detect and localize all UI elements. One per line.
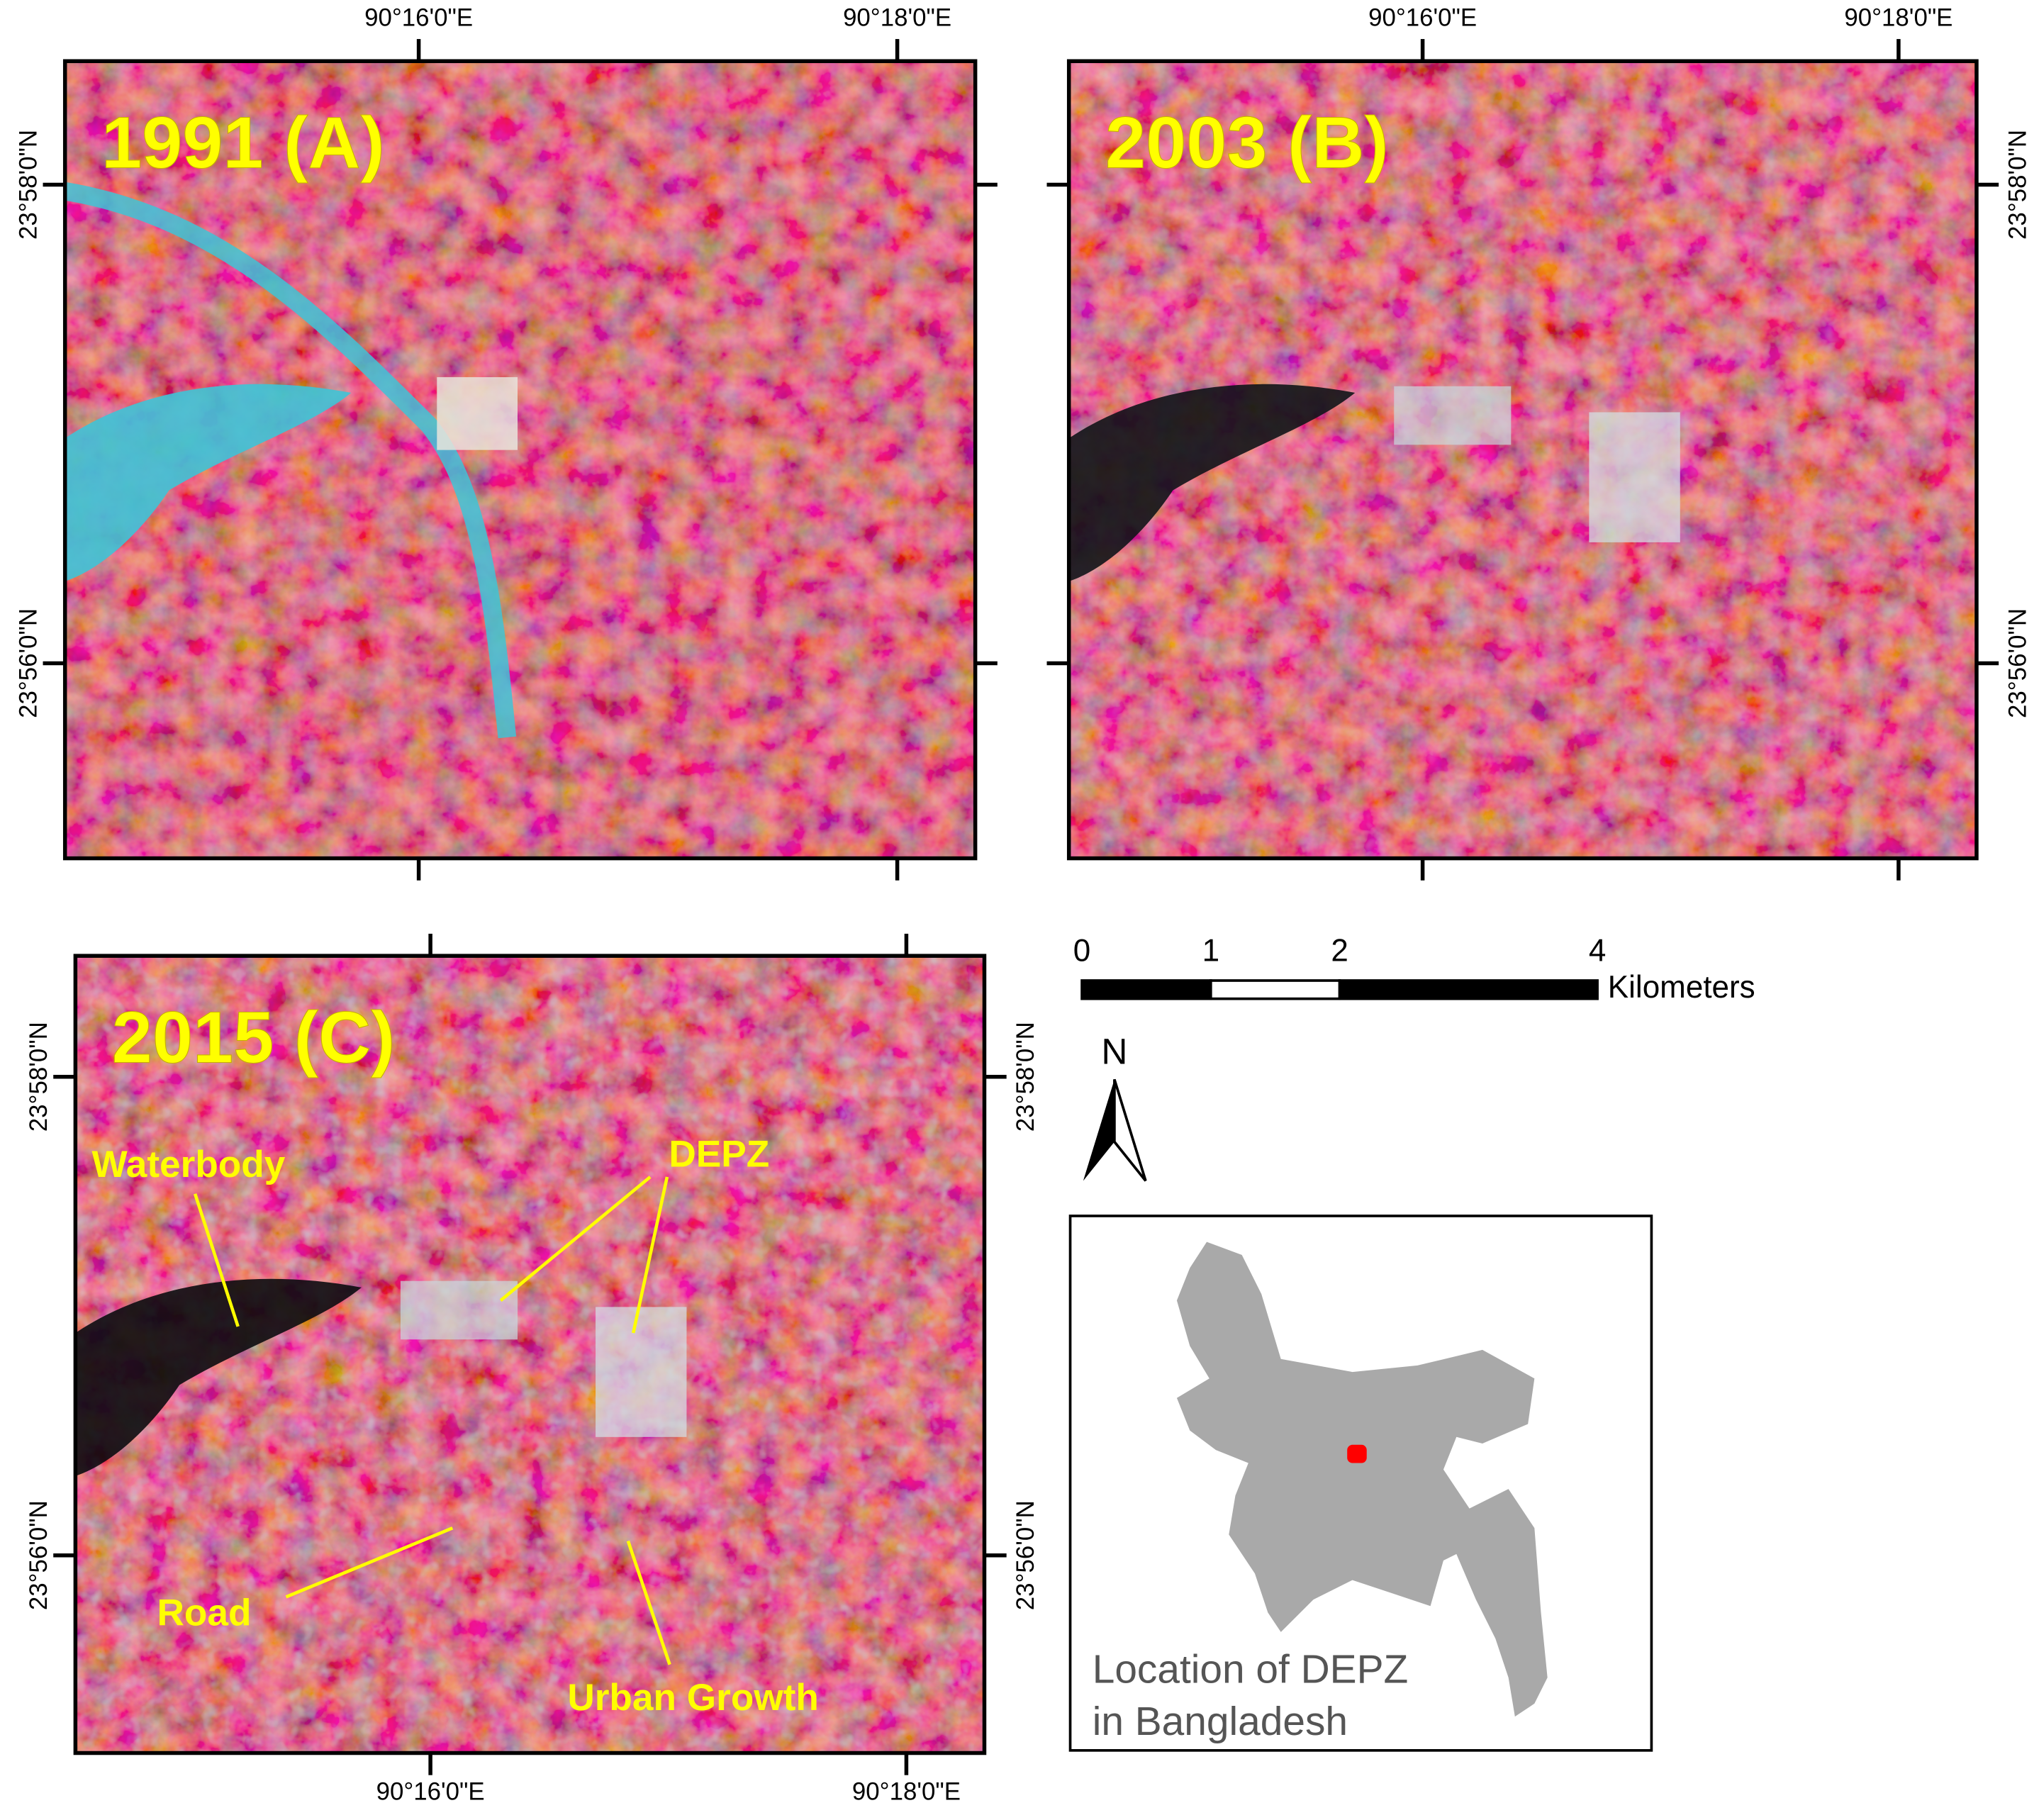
- depz-zone: [1394, 386, 1512, 445]
- map-panel: 90°16'0"E 90°18'0"E 23°58'0"N 23°56'0"N 2003…: [1046, 4, 2032, 881]
- scale-segment: [1338, 979, 1599, 1000]
- latitude-label: 23°56'0"N: [25, 1500, 52, 1610]
- satellite-image: [75, 956, 985, 1753]
- annotation-leader: [626, 1540, 671, 1665]
- depz-zone: [400, 1280, 518, 1340]
- scale-tick-label: 4: [1589, 933, 1606, 968]
- bangladesh-outline: [1176, 1241, 1548, 1717]
- satellite-image: [65, 61, 976, 859]
- panel-title: 2015 (C): [112, 997, 396, 1078]
- scale-tick-label: 1: [1202, 933, 1219, 968]
- inset-caption: Location of DEPZ: [1093, 1647, 1409, 1692]
- panel-frame: [62, 59, 978, 861]
- latitude-label: 23°58'0"N: [25, 1022, 52, 1132]
- north-label: N: [1101, 1031, 1127, 1071]
- river: [65, 182, 517, 739]
- panel-frame: [1066, 59, 1979, 861]
- annotation-label: Road: [157, 1592, 251, 1634]
- scale-tick-label: 2: [1331, 933, 1348, 968]
- panel-title: 1991 (A): [101, 102, 385, 184]
- scale-unit: Kilometers: [1608, 970, 1755, 1005]
- latitude-label: 23°56'0"N: [2004, 608, 2032, 718]
- bright-area: [437, 376, 518, 450]
- depz-zone: [596, 1307, 687, 1437]
- latitude-label: 23°58'0"N: [14, 130, 42, 240]
- annotation-label: Urban Growth: [567, 1677, 819, 1719]
- scale-segment: [1080, 979, 1212, 1000]
- satellite-image: [1068, 61, 1977, 859]
- longitude-label: 90°16'0"E: [1368, 4, 1477, 32]
- longitude-label: 90°16'0"E: [376, 1778, 485, 1806]
- waterbody: [65, 384, 352, 581]
- north-arrow-right: [1113, 1078, 1147, 1182]
- scale-segment: [1209, 979, 1341, 1000]
- annotation-leader: [193, 1193, 240, 1327]
- waterbody: [75, 1278, 362, 1476]
- map-panel: 90°16'0"E 90°18'0"E 23°58'0"N 23°56'0"N 1991…: [14, 4, 998, 881]
- waterbody: [1068, 384, 1356, 581]
- longitude-label: 90°18'0"E: [843, 4, 951, 32]
- scale-tick-label: 0: [1073, 933, 1090, 968]
- north-arrow-left: [1083, 1079, 1115, 1181]
- inset-caption: in Bangladesh: [1093, 1699, 1348, 1744]
- latitude-label: 23°58'0"N: [2004, 130, 2032, 240]
- depz-location: [1347, 1444, 1367, 1463]
- panel-title: 2003 (B): [1105, 102, 1389, 184]
- longitude-label: 90°16'0"E: [364, 4, 473, 32]
- longitude-label: 90°18'0"E: [852, 1778, 961, 1806]
- map-panel: 90°16'0"E 90°18'0"E 23°58'0"N 23°58'0"N 23°5…: [25, 933, 1039, 1806]
- longitude-label: 90°18'0"E: [1844, 4, 1953, 32]
- latitude-label: 23°56'0"N: [1012, 1500, 1039, 1610]
- annotation-leader: [499, 1176, 652, 1302]
- depz-zone: [1589, 412, 1680, 542]
- latitude-label: 23°56'0"N: [14, 608, 42, 718]
- annotation-leader: [285, 1526, 454, 1599]
- annotation-label: Waterbody: [92, 1144, 286, 1185]
- annotation-label: DEPZ: [669, 1133, 769, 1175]
- annotation-leader: [632, 1176, 669, 1334]
- latitude-label: 23°58'0"N: [1012, 1022, 1039, 1132]
- panel-frame: [73, 954, 987, 1755]
